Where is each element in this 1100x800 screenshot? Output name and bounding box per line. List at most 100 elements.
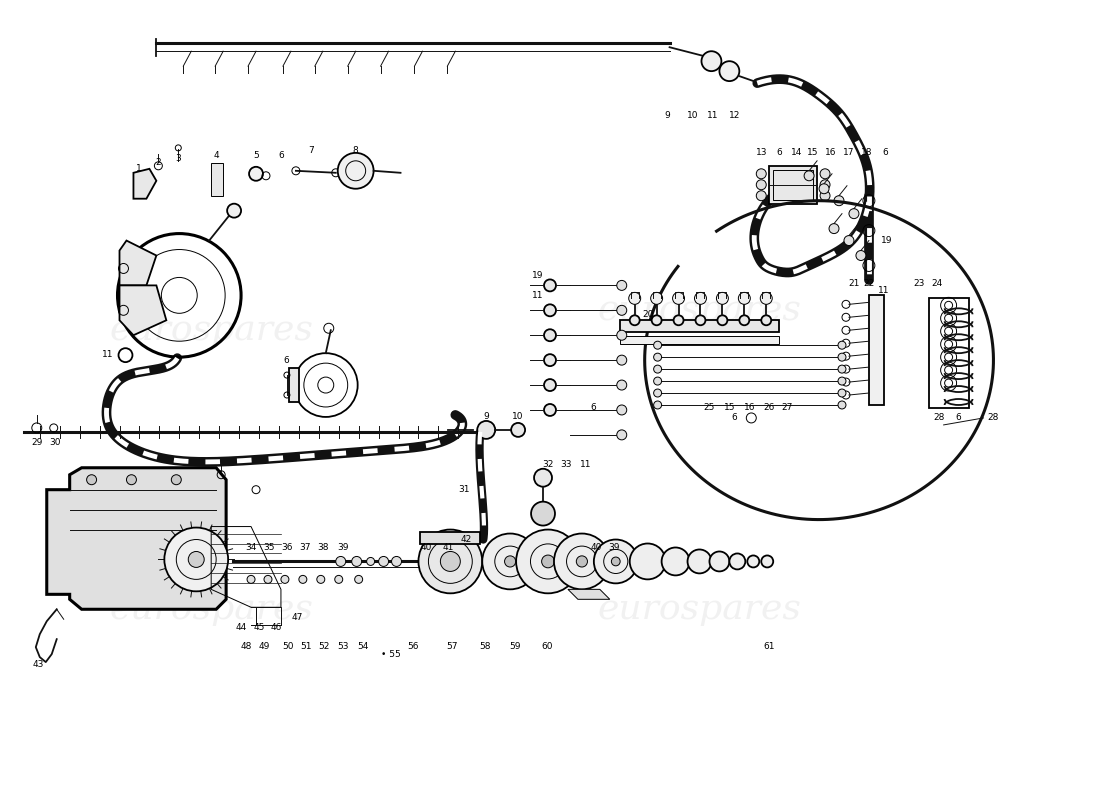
Circle shape	[512, 423, 525, 437]
Text: 40: 40	[420, 543, 432, 552]
Text: 7: 7	[308, 146, 314, 155]
Circle shape	[653, 342, 661, 349]
Circle shape	[653, 401, 661, 409]
Text: 24: 24	[931, 279, 943, 288]
Circle shape	[821, 180, 830, 190]
Circle shape	[354, 575, 363, 583]
Circle shape	[747, 555, 759, 567]
Circle shape	[661, 547, 690, 575]
Circle shape	[844, 235, 854, 246]
Circle shape	[757, 190, 767, 201]
Text: 28: 28	[988, 414, 999, 422]
Circle shape	[757, 180, 767, 190]
Text: 36: 36	[282, 543, 293, 552]
Text: 25: 25	[704, 403, 715, 413]
Text: 35: 35	[263, 543, 275, 552]
Text: 27: 27	[781, 403, 793, 413]
Circle shape	[757, 169, 767, 178]
Circle shape	[719, 61, 739, 81]
Text: 19: 19	[881, 236, 892, 245]
Text: 5: 5	[253, 151, 258, 160]
Text: 30: 30	[50, 438, 60, 447]
Circle shape	[554, 534, 609, 590]
Text: 40: 40	[591, 543, 602, 552]
Polygon shape	[211, 163, 223, 196]
Text: 44: 44	[235, 622, 246, 632]
Text: 38: 38	[317, 543, 329, 552]
Circle shape	[544, 354, 556, 366]
Circle shape	[629, 292, 640, 304]
Circle shape	[673, 315, 683, 326]
Circle shape	[378, 557, 388, 566]
Text: 19: 19	[532, 271, 543, 280]
Text: 29: 29	[31, 438, 43, 447]
Text: 32: 32	[542, 460, 553, 470]
Circle shape	[838, 353, 846, 361]
Text: 18: 18	[861, 148, 872, 158]
Circle shape	[820, 184, 829, 194]
Circle shape	[392, 557, 402, 566]
Text: 14: 14	[792, 148, 803, 158]
Text: 6: 6	[956, 414, 961, 422]
Circle shape	[594, 539, 638, 583]
Text: 50: 50	[283, 642, 294, 650]
Circle shape	[834, 196, 844, 206]
Circle shape	[838, 401, 846, 409]
Text: eurospares: eurospares	[109, 592, 314, 626]
Circle shape	[761, 555, 773, 567]
Text: 34: 34	[245, 543, 256, 552]
Text: 10: 10	[686, 111, 698, 121]
Text: 4: 4	[213, 151, 219, 160]
Text: 11: 11	[878, 286, 890, 295]
Bar	[619, 320, 779, 332]
Bar	[619, 336, 779, 344]
Circle shape	[838, 342, 846, 349]
Circle shape	[440, 551, 460, 571]
Text: 39: 39	[337, 543, 349, 552]
Circle shape	[531, 502, 556, 526]
Text: 6: 6	[283, 356, 289, 365]
Text: 46: 46	[271, 622, 282, 632]
Circle shape	[338, 153, 374, 189]
Circle shape	[821, 169, 830, 178]
Circle shape	[653, 377, 661, 385]
Circle shape	[617, 355, 627, 365]
Text: 2: 2	[155, 158, 162, 167]
Text: 11: 11	[580, 460, 592, 470]
Circle shape	[188, 551, 205, 567]
Bar	[773, 170, 813, 200]
Text: 52: 52	[318, 642, 330, 650]
Circle shape	[760, 292, 772, 304]
Text: 20: 20	[642, 310, 653, 318]
Circle shape	[695, 315, 705, 326]
Circle shape	[317, 575, 324, 583]
Bar	[769, 166, 817, 204]
Bar	[928, 298, 968, 408]
Circle shape	[477, 421, 495, 439]
Text: 1: 1	[135, 164, 141, 174]
Text: 49: 49	[258, 642, 270, 650]
Text: 15: 15	[807, 148, 818, 158]
Text: 6: 6	[882, 148, 888, 158]
Text: 61: 61	[763, 642, 776, 650]
Polygon shape	[120, 241, 156, 286]
Text: 37: 37	[299, 543, 310, 552]
Circle shape	[418, 530, 482, 594]
Text: 22: 22	[864, 279, 874, 288]
Circle shape	[653, 365, 661, 373]
Circle shape	[505, 556, 516, 567]
Circle shape	[334, 575, 343, 583]
Text: 48: 48	[241, 642, 252, 650]
Text: 15: 15	[724, 403, 735, 413]
Circle shape	[739, 315, 749, 326]
Circle shape	[516, 530, 580, 594]
Text: 10: 10	[513, 413, 524, 422]
Text: 6: 6	[777, 148, 782, 158]
Polygon shape	[133, 169, 156, 198]
Circle shape	[672, 292, 684, 304]
Text: 6: 6	[590, 403, 596, 413]
Circle shape	[336, 557, 345, 566]
Text: 31: 31	[459, 485, 470, 494]
Text: 47: 47	[292, 613, 302, 622]
Circle shape	[804, 170, 814, 181]
